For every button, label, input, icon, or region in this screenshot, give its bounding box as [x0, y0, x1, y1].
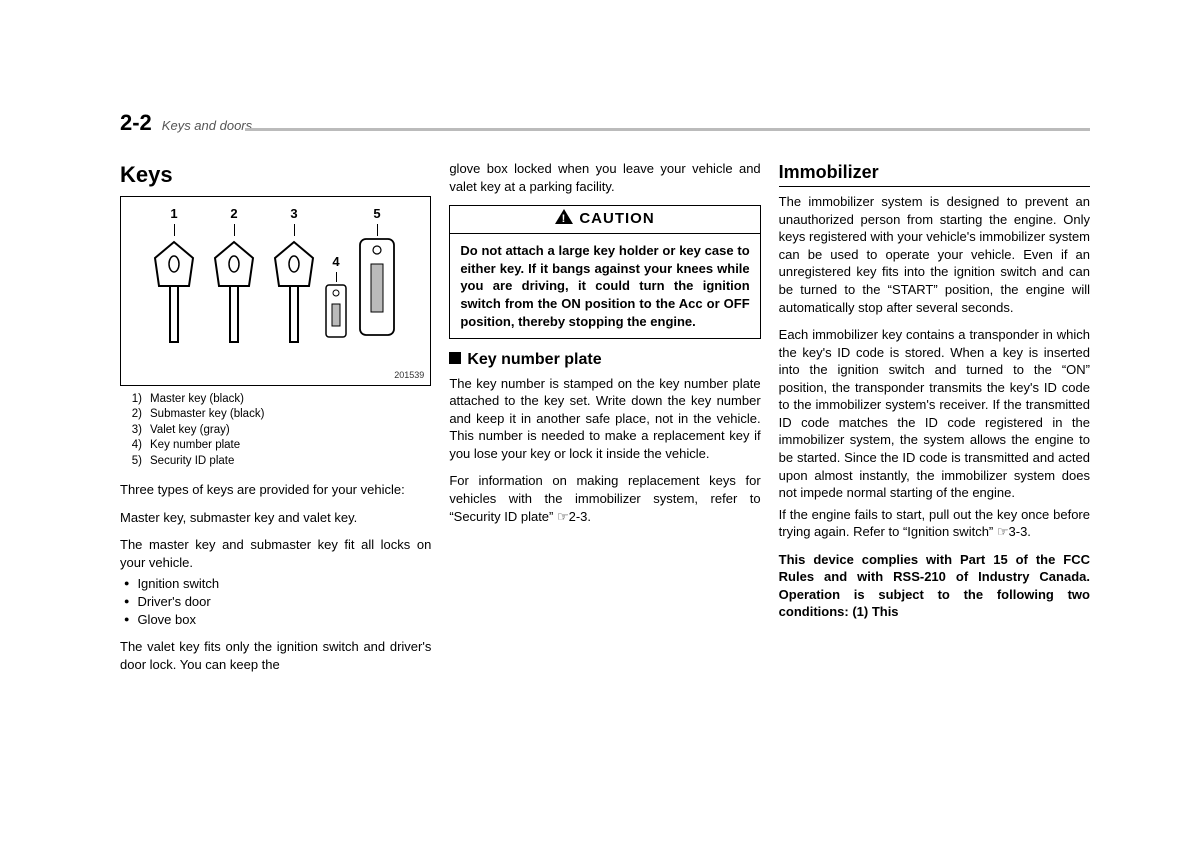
caution-body: Do not attach a large key holder or key …: [449, 234, 760, 339]
body-text: glove box locked when you leave your veh…: [449, 160, 760, 195]
list-item: Glove box: [124, 611, 431, 629]
master-key-icon: [151, 238, 197, 348]
legend-item: 5)Security ID plate: [120, 454, 431, 470]
figure-id: 201539: [394, 369, 424, 381]
body-text: The master key and submaster key fit all…: [120, 536, 431, 571]
column-3: Immobilizer The immobilizer system is de…: [779, 160, 1090, 683]
key-number-plate-heading: Key number plate: [449, 349, 760, 371]
body-text: If the engine fails to start, pull out t…: [779, 506, 1090, 541]
figure-legend: 1)Master key (black) 2)Submaster key (bl…: [120, 392, 431, 470]
page-header: 2-2 Keys and doors: [120, 110, 1090, 136]
callout-5: 5: [359, 205, 395, 343]
security-id-plate-icon: [359, 238, 395, 338]
square-bullet-icon: [449, 352, 461, 364]
chapter-title: Keys and doors: [162, 118, 252, 133]
callout-2: 2: [211, 205, 257, 353]
body-text: Each immobilizer key contains a transpon…: [779, 326, 1090, 501]
body-text: The valet key fits only the ignition swi…: [120, 638, 431, 673]
keys-heading: Keys: [120, 160, 431, 190]
legend-item: 3)Valet key (gray): [120, 423, 431, 439]
body-text: The key number is stamped on the key num…: [449, 375, 760, 463]
compliance-text: This device complies with Part 15 of the…: [779, 551, 1090, 621]
lock-list: Ignition switch Driver's door Glove box: [124, 575, 431, 628]
legend-item: 4)Key number plate: [120, 438, 431, 454]
warning-icon: !: [555, 209, 573, 230]
body-text: For information on making replacement ke…: [449, 472, 760, 525]
svg-text:!: !: [562, 213, 567, 224]
column-1: Keys 1 2: [120, 160, 431, 683]
immobilizer-heading: Immobilizer: [779, 160, 1090, 187]
legend-item: 1)Master key (black): [120, 392, 431, 408]
callout-3: 3: [271, 205, 317, 353]
header-divider: [245, 128, 1090, 131]
body-text: The immobilizer system is designed to pr…: [779, 193, 1090, 316]
page-number: 2-2: [120, 110, 152, 136]
body-text: Three types of keys are provided for you…: [120, 481, 431, 499]
submaster-key-icon: [211, 238, 257, 348]
list-item: Driver's door: [124, 593, 431, 611]
caution-label: CAUTION: [579, 210, 654, 227]
column-2: glove box locked when you leave your veh…: [449, 160, 760, 683]
valet-key-icon: [271, 238, 317, 348]
caution-header: ! CAUTION: [449, 205, 760, 234]
legend-item: 2)Submaster key (black): [120, 407, 431, 423]
list-item: Ignition switch: [124, 575, 431, 593]
manual-page: 2-2 Keys and doors Keys 1: [0, 0, 1200, 140]
callout-1: 1: [151, 205, 197, 353]
body-text: Master key, submaster key and valet key.: [120, 509, 431, 527]
keys-figure: 1 2: [120, 196, 431, 386]
key-number-plate-icon: [325, 284, 347, 338]
callout-4: 4: [325, 253, 347, 343]
